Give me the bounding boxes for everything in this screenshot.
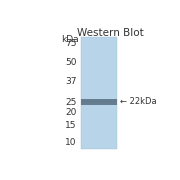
Text: 50: 50 xyxy=(65,58,77,67)
Bar xyxy=(81,99,117,105)
Text: 10: 10 xyxy=(65,138,77,147)
Bar xyxy=(81,101,117,102)
Text: Western Blot: Western Blot xyxy=(77,28,144,38)
Text: ← 22kDa: ← 22kDa xyxy=(120,98,157,107)
Text: kDa: kDa xyxy=(61,35,78,44)
Text: 25: 25 xyxy=(66,98,77,107)
Bar xyxy=(81,37,117,149)
Text: 37: 37 xyxy=(65,77,77,86)
Text: 75: 75 xyxy=(65,39,77,48)
Text: 15: 15 xyxy=(65,121,77,130)
Text: 20: 20 xyxy=(66,108,77,117)
